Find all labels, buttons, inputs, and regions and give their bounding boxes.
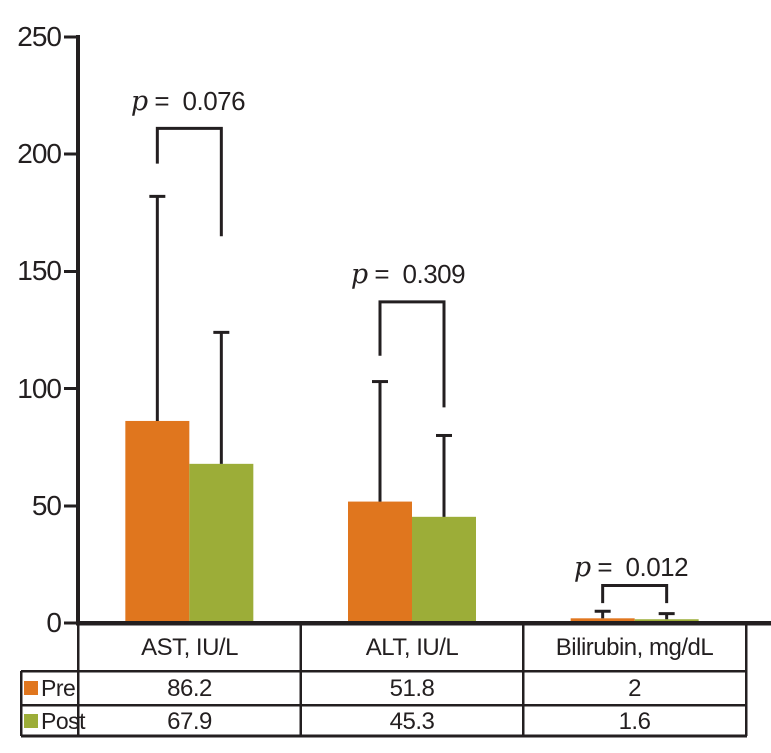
significance-bracket-0 — [155, 126, 223, 237]
y-tick-label-0: 0 — [46, 607, 62, 638]
legend-label-post: Post — [41, 708, 86, 734]
table-value-pre-alt: 51.8 — [389, 675, 435, 702]
category-header-alt: ALT, IU/L — [365, 634, 459, 661]
y-tick-label-150: 150 — [17, 255, 62, 286]
table-value-post-ast: 67.9 — [167, 708, 212, 735]
significance-bracket-1 — [378, 300, 446, 408]
bar-pre-2 — [570, 618, 635, 623]
table-value-post-alt: 45.3 — [389, 708, 435, 735]
significance-bracket-2 — [601, 583, 669, 604]
p-value-label-bilirubin: p = 0.012 — [573, 552, 689, 583]
y-tick-label-250: 250 — [17, 21, 62, 52]
bar-post-0 — [189, 463, 254, 623]
table-value-pre-ast: 86.2 — [167, 675, 212, 702]
category-header-ast: AST, IU/L — [141, 634, 238, 661]
p-value-label-ast: p = 0.076 — [130, 86, 246, 117]
bar-pre-1 — [348, 501, 412, 623]
y-tick-label-200: 200 — [17, 138, 62, 169]
bar-pre-0 — [125, 420, 190, 623]
legend-label-pre: Pre — [41, 675, 76, 701]
category-header-bilirubin: Bilirubin, mg/dL — [555, 634, 714, 661]
y-tick-label-100: 100 — [17, 373, 62, 404]
p-value-text: = 0.076 — [147, 86, 246, 116]
p-value-text: = 0.012 — [590, 552, 689, 582]
p-symbol: p — [573, 552, 591, 583]
p-value-text: = 0.309 — [367, 259, 466, 289]
table-value-post-bilirubin: 1.6 — [618, 708, 651, 735]
p-symbol: p — [130, 86, 148, 117]
legend-swatch-pre — [24, 681, 38, 695]
bar-post-1 — [412, 516, 476, 623]
table-value-pre-bilirubin: 2 — [628, 675, 641, 702]
p-value-label-alt: p = 0.309 — [350, 259, 466, 290]
y-tick-label-50: 50 — [31, 490, 62, 521]
p-symbol: p — [350, 259, 368, 290]
legend-swatch-post — [24, 714, 38, 728]
